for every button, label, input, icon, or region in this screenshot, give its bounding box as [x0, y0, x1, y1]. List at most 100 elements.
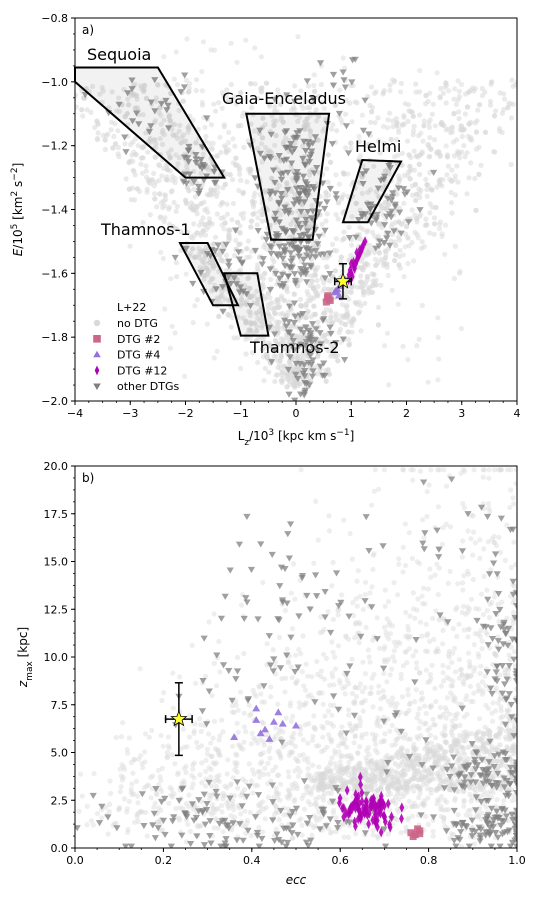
no-dtg-point — [286, 739, 292, 746]
no-dtg-point — [452, 192, 458, 198]
x-tick-label: −3 — [122, 407, 138, 420]
other-dtg-point — [277, 171, 285, 178]
no-dtg-point — [482, 129, 489, 135]
no-dtg-point — [397, 640, 403, 646]
no-dtg-point — [406, 152, 412, 158]
no-dtg-point — [505, 709, 511, 715]
no-dtg-point — [174, 82, 181, 88]
no-dtg-point — [360, 659, 366, 665]
no-dtg-point — [277, 797, 283, 803]
other-dtg-point — [359, 180, 367, 188]
no-dtg-point — [414, 607, 420, 613]
no-dtg-point — [456, 88, 462, 94]
no-dtg-point — [381, 140, 387, 146]
no-dtg-point — [464, 104, 471, 110]
no-dtg-point — [202, 124, 208, 130]
no-dtg-point — [460, 501, 466, 507]
no-dtg-point — [330, 122, 336, 128]
no-dtg-point — [95, 130, 101, 136]
no-dtg-point — [465, 528, 471, 534]
no-dtg-point — [353, 200, 359, 206]
other-dtg-point — [300, 392, 308, 399]
no-dtg-point — [297, 381, 303, 387]
no-dtg-point — [329, 639, 335, 645]
other-dtg-point — [332, 195, 341, 202]
no-dtg-point — [476, 716, 483, 722]
no-dtg-point — [219, 105, 225, 111]
no-dtg-point — [371, 272, 377, 278]
no-dtg-point — [144, 189, 150, 195]
no-dtg-point — [464, 693, 470, 699]
no-dtg-point — [174, 135, 180, 141]
other-dtg-point — [275, 275, 284, 282]
other-dtg-point — [289, 337, 297, 345]
no-dtg-point — [378, 202, 384, 208]
no-dtg-point — [213, 683, 220, 689]
no-dtg-point — [372, 467, 378, 473]
other-dtg-point — [132, 110, 141, 117]
other-dtg-point — [313, 348, 322, 355]
no-dtg-point — [333, 172, 339, 178]
other-dtg-point — [300, 231, 308, 238]
no-dtg-point — [344, 311, 350, 317]
no-dtg-point — [161, 690, 167, 696]
other-dtg-point — [128, 86, 136, 93]
no-dtg-point — [277, 311, 283, 317]
no-dtg-point — [259, 325, 265, 331]
no-dtg-point — [292, 191, 298, 197]
no-dtg-point — [79, 793, 85, 799]
no-dtg-point — [409, 240, 415, 246]
no-dtg-point — [230, 801, 236, 807]
y-axis-label: E/105 [km2 s−2] — [10, 163, 25, 257]
no-dtg-point — [200, 151, 206, 157]
no-dtg-point — [416, 186, 422, 192]
other-dtg-point — [396, 209, 404, 216]
no-dtg-point — [216, 778, 222, 785]
no-dtg-point — [196, 245, 202, 252]
other-dtg-point — [258, 261, 266, 268]
no-dtg-point — [328, 739, 334, 745]
no-dtg-point — [329, 583, 335, 589]
no-dtg-point — [486, 505, 492, 511]
no-dtg-point — [138, 161, 144, 167]
no-dtg-point — [211, 355, 217, 361]
no-dtg-point — [254, 310, 260, 316]
other-dtg-point — [301, 342, 309, 349]
no-dtg-point — [279, 378, 285, 384]
no-dtg-point — [273, 132, 279, 139]
no-dtg-point — [433, 699, 439, 705]
no-dtg-point — [298, 94, 304, 101]
other-dtg-point — [271, 190, 279, 197]
no-dtg-point — [322, 713, 328, 719]
no-dtg-point — [243, 320, 249, 326]
no-dtg-point — [355, 750, 361, 756]
no-dtg-point — [243, 37, 249, 43]
no-dtg-point — [336, 743, 342, 749]
no-dtg-point — [407, 108, 413, 114]
no-dtg-point — [387, 87, 393, 94]
no-dtg-point — [300, 633, 306, 639]
no-dtg-point — [225, 98, 232, 104]
no-dtg-point — [250, 790, 256, 796]
no-dtg-point — [241, 210, 247, 216]
no-dtg-point — [287, 703, 293, 709]
other-dtg-point — [265, 153, 273, 161]
no-dtg-point — [440, 641, 446, 647]
no-dtg-point — [173, 152, 179, 158]
y-tick-label: −1.2 — [41, 140, 68, 153]
no-dtg-point — [425, 586, 431, 592]
no-dtg-point — [343, 111, 349, 117]
no-dtg-point — [178, 248, 184, 254]
no-dtg-point — [362, 671, 368, 677]
other-dtg-point — [304, 360, 313, 367]
no-dtg-point — [264, 150, 270, 156]
no-dtg-point — [211, 718, 218, 725]
no-dtg-point — [333, 236, 339, 242]
no-dtg-point — [323, 194, 329, 200]
no-dtg-point — [288, 700, 294, 706]
no-dtg-point — [382, 200, 388, 206]
no-dtg-point — [300, 105, 306, 111]
no-dtg-point — [345, 834, 352, 841]
no-dtg-point — [336, 749, 342, 755]
no-dtg-point — [441, 678, 447, 684]
